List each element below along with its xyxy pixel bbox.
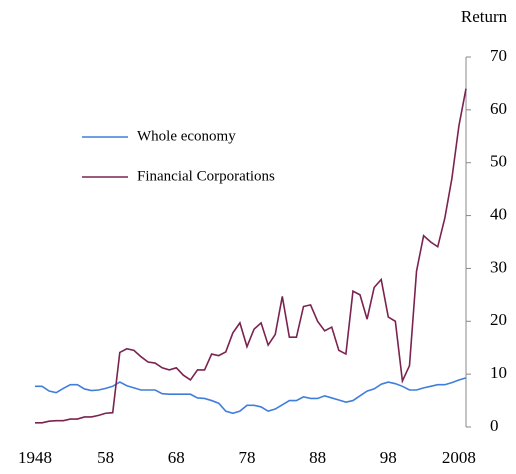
y-tick-label: 20 bbox=[490, 310, 507, 329]
y-axis-label: Return bbox=[461, 7, 508, 26]
x-tick-label: 68 bbox=[168, 448, 185, 467]
y-tick-label: 60 bbox=[490, 99, 507, 118]
x-tick-label: 98 bbox=[380, 448, 397, 467]
x-tick-label: 2008 bbox=[442, 448, 476, 467]
legend: Whole economy Financial Corporations bbox=[82, 128, 275, 184]
legend-label: Financial Corporations bbox=[137, 168, 275, 184]
x-tick-label: 1948 bbox=[18, 448, 52, 467]
y-tick-label: 10 bbox=[490, 363, 507, 382]
legend-label: Whole economy bbox=[137, 128, 236, 144]
y-tick-label: 50 bbox=[490, 152, 507, 171]
series-line bbox=[35, 377, 467, 415]
x-tick-label: 78 bbox=[238, 448, 255, 467]
x-tick-label: 88 bbox=[309, 448, 326, 467]
x-tick-label: 58 bbox=[97, 448, 114, 467]
y-tick-label: 40 bbox=[490, 204, 507, 223]
y-tick-label: 0 bbox=[490, 416, 499, 435]
series-line bbox=[35, 88, 467, 424]
y-tick-label: 30 bbox=[490, 257, 507, 276]
y-tick-label: 70 bbox=[490, 46, 507, 65]
